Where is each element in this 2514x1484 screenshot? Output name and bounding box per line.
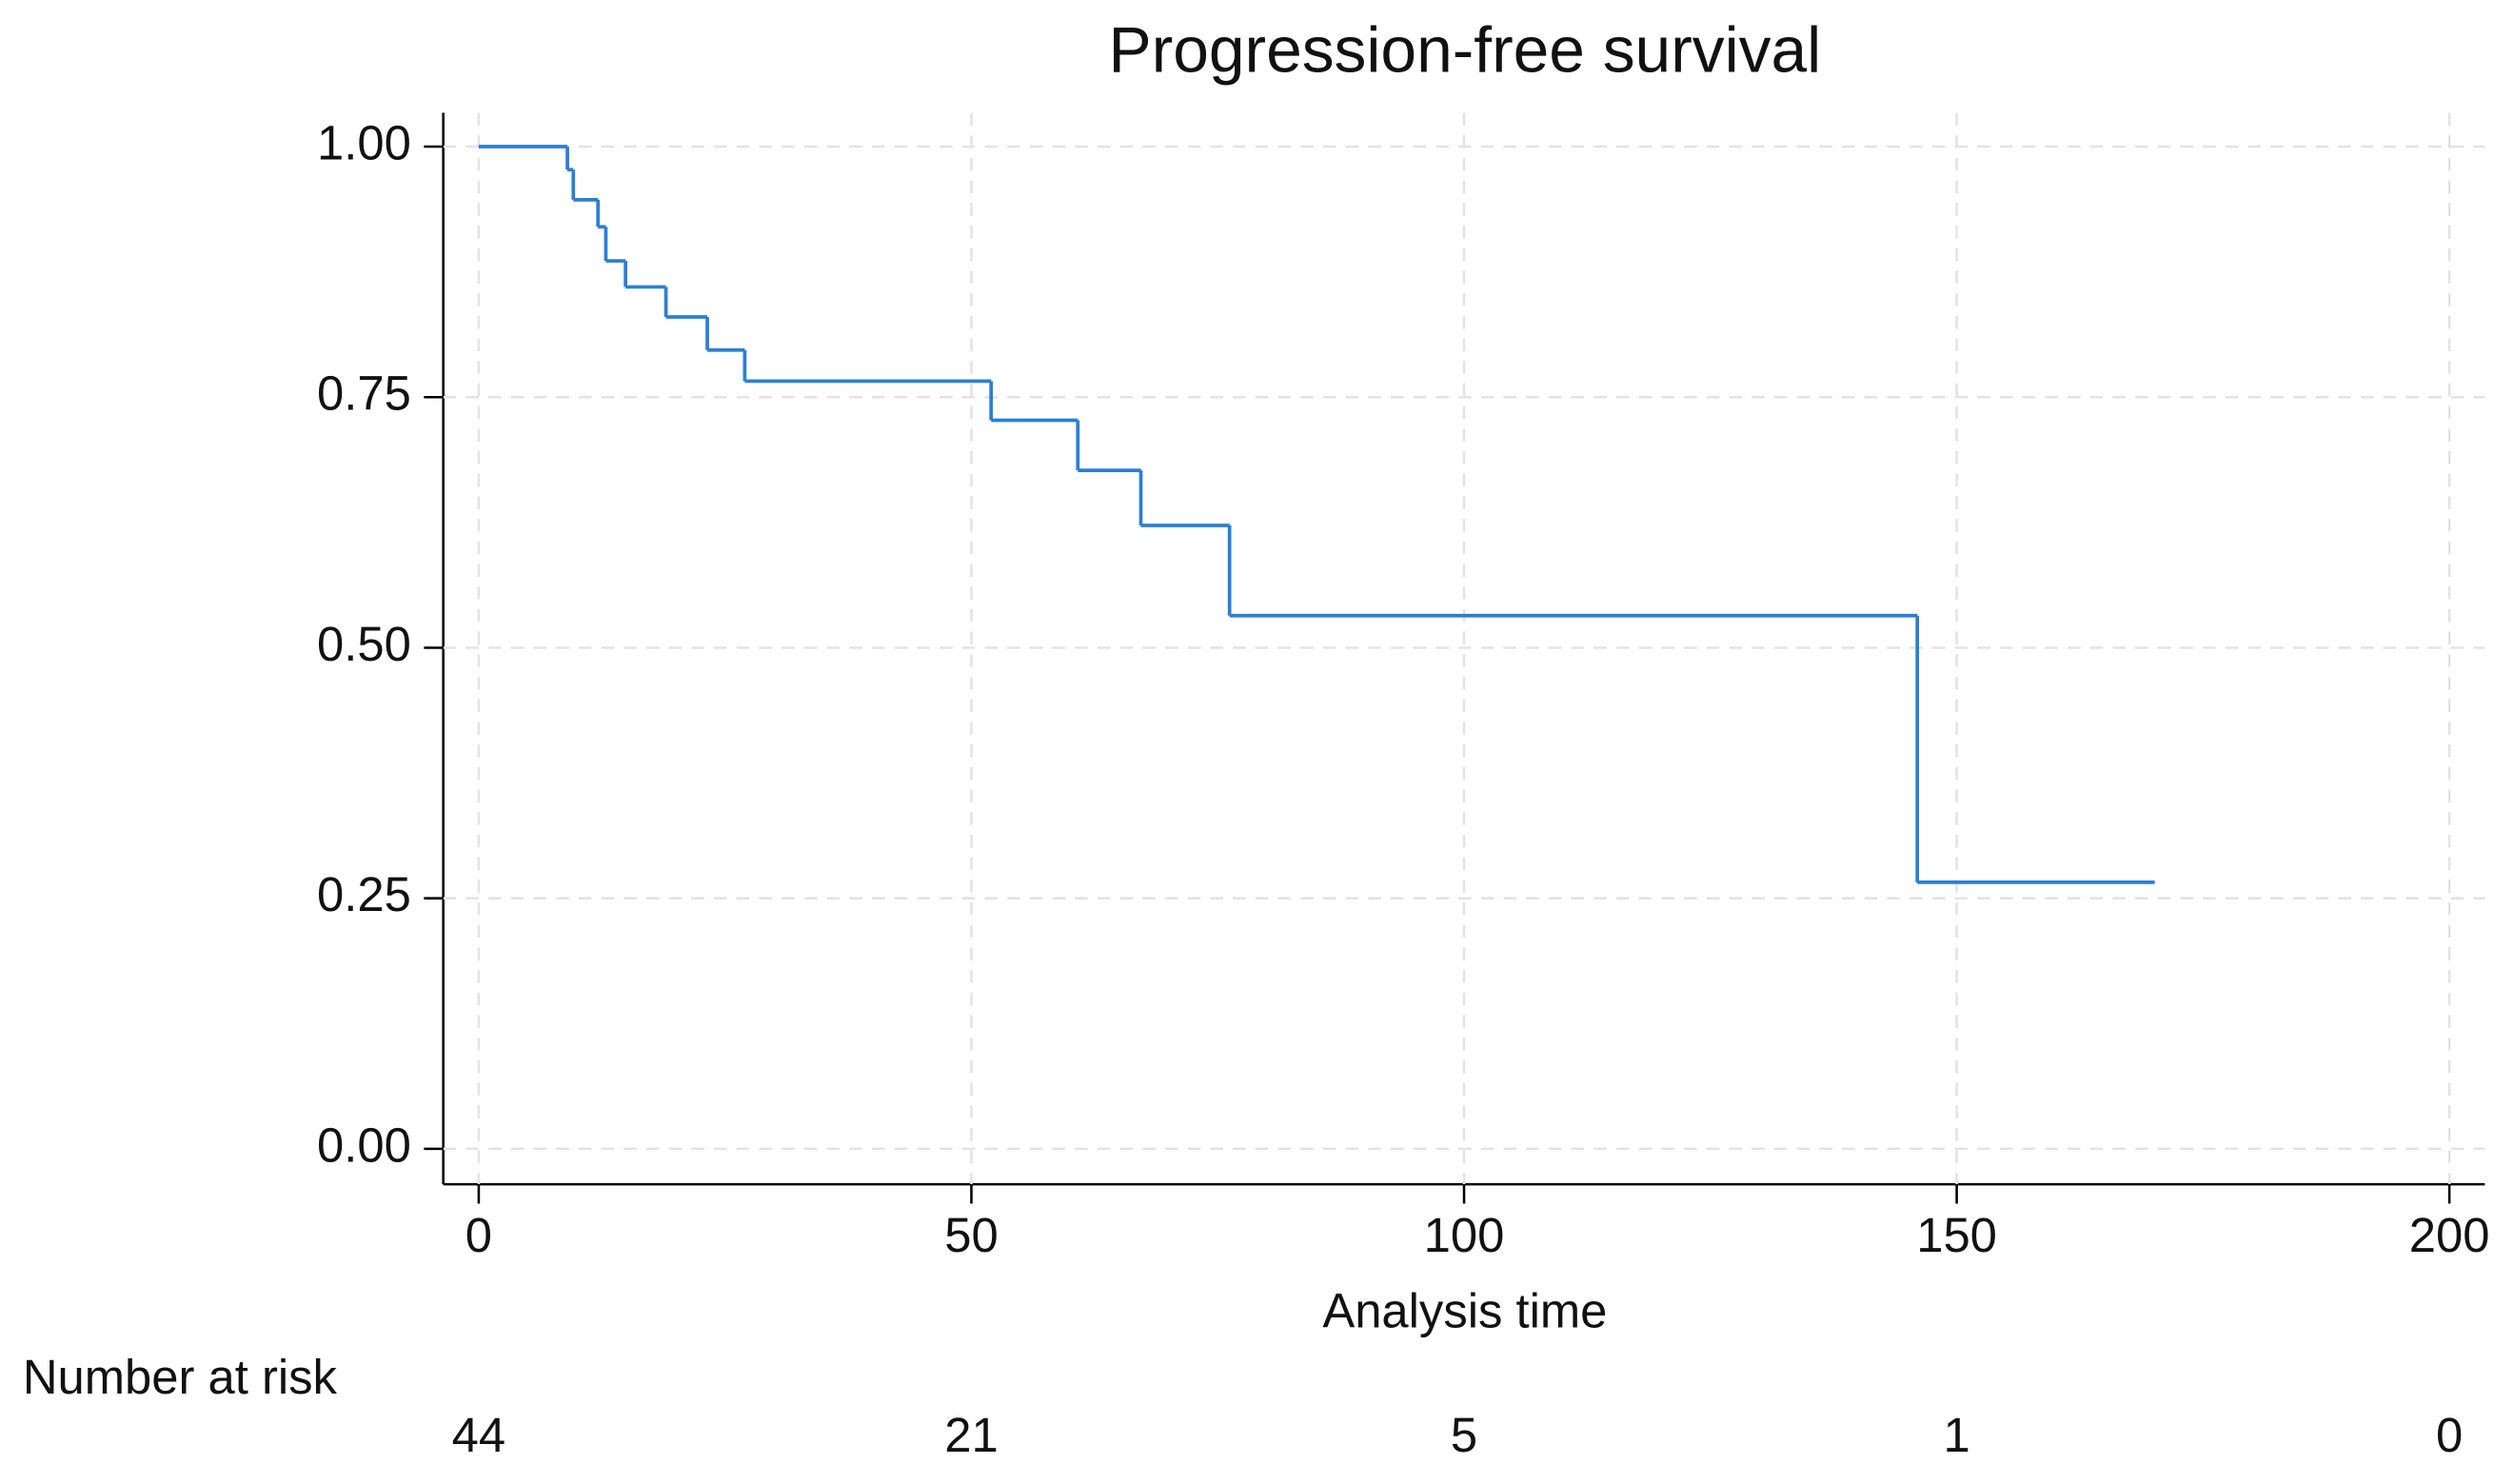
- risk-count: 0: [2436, 1408, 2463, 1462]
- y-tick-label: 0.25: [317, 867, 411, 921]
- x-tick-label: 100: [1424, 1208, 1505, 1262]
- risk-count: 1: [1943, 1408, 1970, 1462]
- risk-count: 5: [1451, 1408, 1477, 1462]
- x-tick-label: 200: [2409, 1208, 2490, 1262]
- risk-count: 44: [452, 1408, 505, 1462]
- x-axis-label: Analysis time: [1322, 1284, 1607, 1338]
- x-tick-label: 150: [1916, 1208, 1997, 1262]
- x-tick-label: 50: [944, 1208, 998, 1262]
- y-tick-label: 0.75: [317, 366, 411, 421]
- y-tick-label: 0.50: [317, 617, 411, 671]
- x-tick-label: 0: [465, 1208, 492, 1262]
- y-tick-label: 0.00: [317, 1118, 411, 1172]
- risk-table-title: Number at risk: [23, 1350, 338, 1404]
- chart-title: Progression-free survival: [1109, 14, 1822, 86]
- risk-count: 21: [944, 1408, 998, 1462]
- y-tick-label: 1.00: [317, 115, 411, 169]
